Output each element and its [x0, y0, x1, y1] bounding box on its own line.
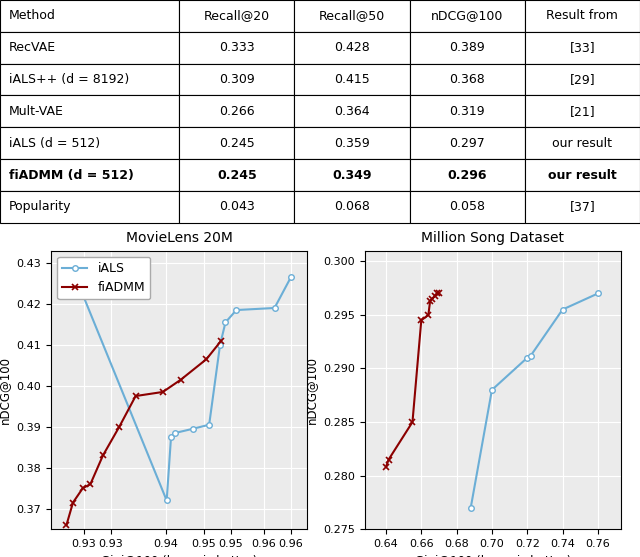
fiADMM [79, 485, 86, 491]
fiADMM [382, 463, 390, 470]
iALS [205, 422, 213, 428]
Title: MovieLens 20M: MovieLens 20M [126, 231, 232, 245]
iALS [488, 387, 496, 393]
iALS [594, 290, 602, 297]
iALS [221, 319, 229, 326]
iALS [271, 305, 278, 311]
iALS [167, 434, 175, 441]
fiADMM [218, 338, 225, 344]
Line: fiADMM: fiADMM [383, 290, 442, 471]
Y-axis label: nDCG@100: nDCG@100 [305, 356, 317, 424]
fiADMM [408, 419, 416, 426]
fiADMM [417, 317, 425, 324]
fiADMM [177, 377, 185, 383]
fiADMM [424, 311, 432, 318]
fiADMM [428, 296, 436, 302]
iALS [559, 306, 566, 313]
Y-axis label: nDCG@100: nDCG@100 [0, 356, 11, 424]
Line: iALS: iALS [468, 291, 600, 511]
fiADMM [69, 499, 77, 506]
Title: Million Song Dataset: Million Song Dataset [421, 231, 564, 245]
fiADMM [115, 423, 123, 430]
fiADMM [86, 481, 94, 487]
Line: iALS: iALS [75, 275, 294, 504]
iALS [287, 274, 294, 281]
X-axis label: Gini@100 (lower is better): Gini@100 (lower is better) [415, 554, 571, 557]
fiADMM [132, 393, 140, 399]
iALS [189, 426, 196, 432]
fiADMM [435, 290, 443, 297]
Line: fiADMM: fiADMM [63, 338, 225, 529]
fiADMM [431, 292, 439, 299]
X-axis label: Gini@100 (lower is better): Gini@100 (lower is better) [101, 554, 257, 557]
fiADMM [385, 456, 392, 463]
iALS [524, 354, 531, 361]
fiADMM [159, 389, 166, 395]
fiADMM [99, 452, 107, 459]
iALS [172, 429, 179, 436]
fiADMM [426, 297, 434, 304]
iALS [74, 278, 81, 285]
iALS [527, 352, 534, 359]
iALS [216, 341, 224, 348]
fiADMM [203, 356, 211, 363]
iALS [163, 497, 170, 504]
Legend: iALS, fiADMM: iALS, fiADMM [58, 257, 150, 299]
fiADMM [433, 290, 441, 297]
iALS [467, 505, 475, 511]
fiADMM [63, 522, 70, 529]
iALS [232, 307, 240, 314]
